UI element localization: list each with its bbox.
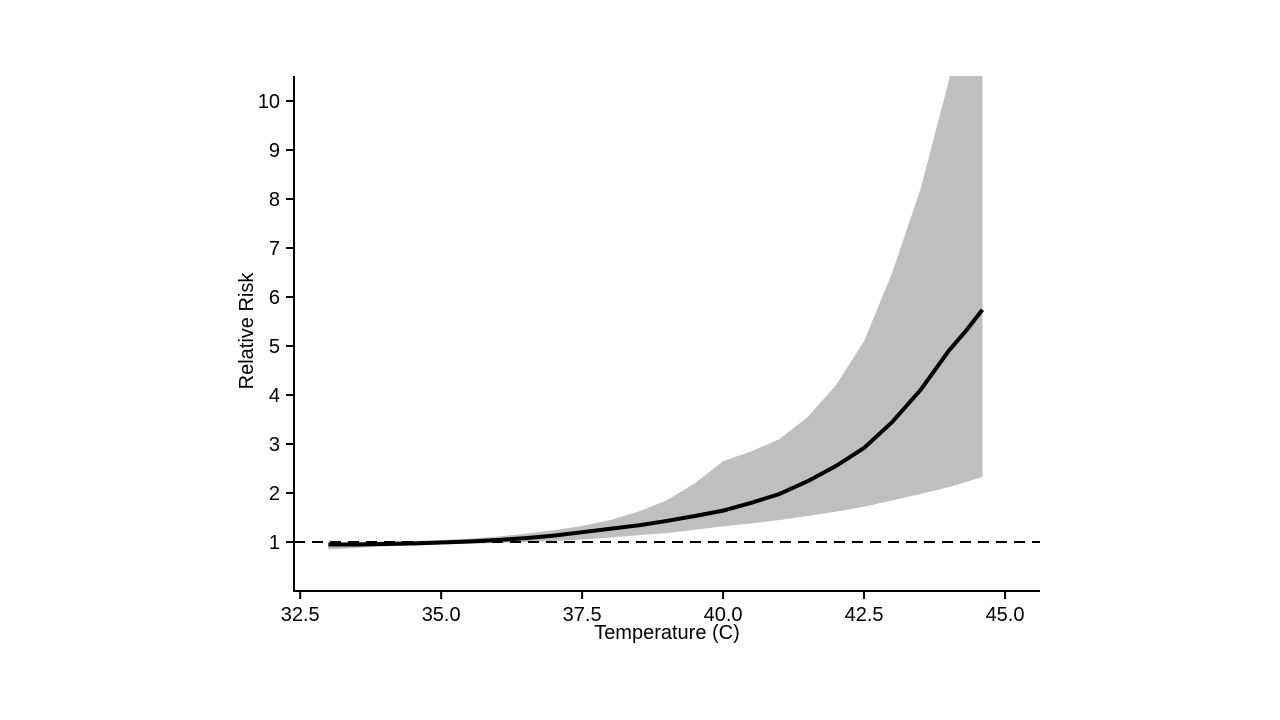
y-tick-label: 3 [269,434,280,456]
y-tick-label: 5 [269,336,280,358]
x-tick-label: 37.5 [563,604,602,626]
y-tick-label: 9 [269,140,280,162]
y-tick-label: 2 [269,483,280,505]
x-axis-title: Temperature (C) [594,622,740,644]
confidence-ribbon [328,76,983,550]
y-axis-title: Relative Risk [236,272,258,390]
y-tick-label: 8 [269,189,280,211]
y-tick-label: 4 [269,385,280,407]
x-tick-label: 32.5 [281,604,320,626]
y-tick-label: 1 [269,532,280,554]
x-tick-label: 35.0 [422,604,461,626]
y-tick-label: 10 [258,91,280,113]
relative-risk-curve [328,308,985,547]
x-tick-label: 42.5 [845,604,884,626]
x-tick-label: 45.0 [986,604,1025,626]
y-tick-label: 7 [269,238,280,260]
y-tick-label: 6 [269,287,280,309]
x-tick-label: 40.0 [704,604,743,626]
